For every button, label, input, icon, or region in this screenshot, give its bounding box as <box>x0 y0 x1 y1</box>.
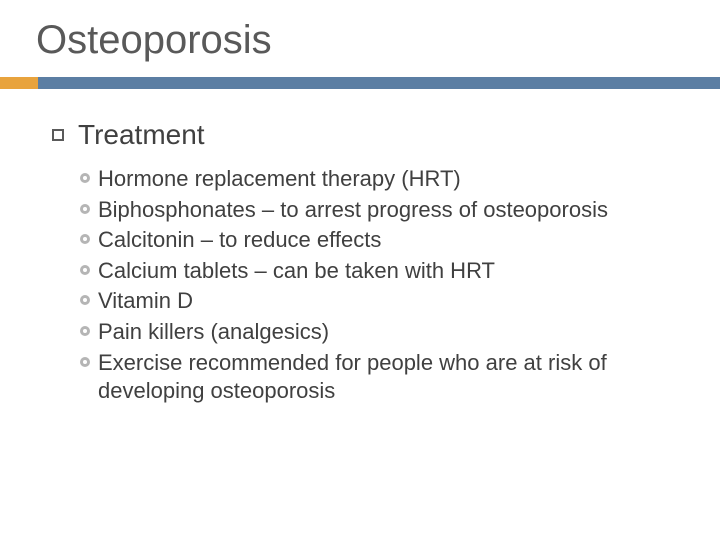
title-area: Osteoporosis <box>0 0 720 77</box>
divider-accent <box>0 77 38 89</box>
list-item: Biphosphonates – to arrest progress of o… <box>80 196 684 225</box>
list-item: Calcium tablets – can be taken with HRT <box>80 257 684 286</box>
circle-bullet-icon <box>80 234 90 244</box>
bullet-text: Vitamin D <box>98 287 193 316</box>
divider <box>0 77 720 89</box>
section-heading: Treatment <box>78 119 205 151</box>
circle-bullet-icon <box>80 326 90 336</box>
list-item: Vitamin D <box>80 287 684 316</box>
divider-main <box>38 77 720 89</box>
bullet-list: Hormone replacement therapy (HRT) Biphos… <box>52 161 684 406</box>
bullet-text: Calcium tablets – can be taken with HRT <box>98 257 495 286</box>
page-title: Osteoporosis <box>36 18 720 63</box>
bullet-text: Pain killers (analgesics) <box>98 318 329 347</box>
content-area: Treatment Hormone replacement therapy (H… <box>0 89 720 406</box>
bullet-text: Biphosphonates – to arrest progress of o… <box>98 196 608 225</box>
circle-bullet-icon <box>80 173 90 183</box>
list-item: Exercise recommended for people who are … <box>80 349 684 406</box>
bullet-text: Hormone replacement therapy (HRT) <box>98 165 461 194</box>
list-item: Hormone replacement therapy (HRT) <box>80 165 684 194</box>
circle-bullet-icon <box>80 204 90 214</box>
bullet-text: Calcitonin – to reduce effects <box>98 226 381 255</box>
circle-bullet-icon <box>80 295 90 305</box>
list-item: Calcitonin – to reduce effects <box>80 226 684 255</box>
list-item: Pain killers (analgesics) <box>80 318 684 347</box>
square-bullet-icon <box>52 129 64 141</box>
circle-bullet-icon <box>80 265 90 275</box>
circle-bullet-icon <box>80 357 90 367</box>
bullet-text: Exercise recommended for people who are … <box>98 349 684 406</box>
section-row: Treatment <box>52 119 684 151</box>
